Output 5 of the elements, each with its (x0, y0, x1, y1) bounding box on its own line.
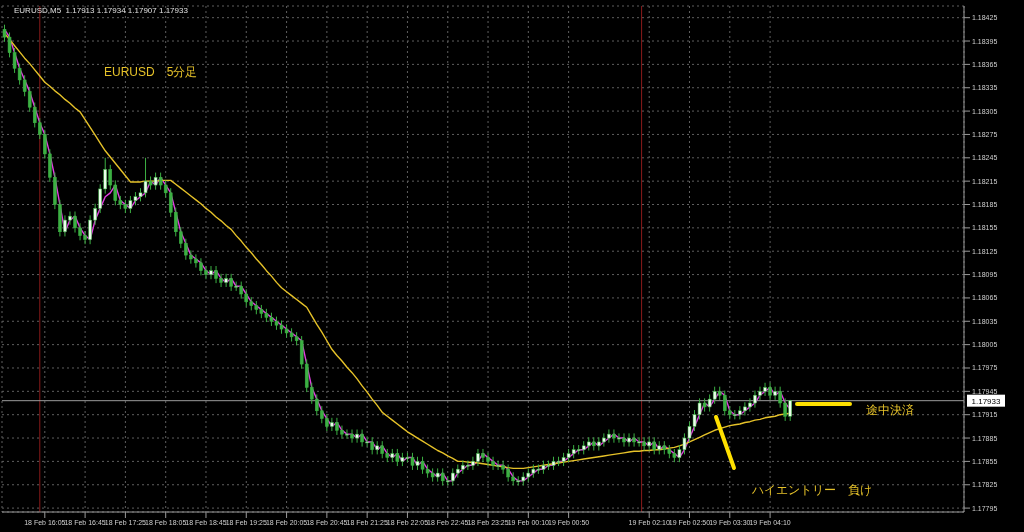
ref-line-label: 1.17933 (971, 396, 1002, 406)
chart-title: EURUSD,M5 1.17913 1.17934 1.17907 1.17933 (14, 6, 188, 15)
annotation: ハイエントリー 負け (752, 482, 872, 499)
text: EURUSD 5分足 (104, 64, 198, 81)
text: 途中決済 (866, 402, 914, 419)
